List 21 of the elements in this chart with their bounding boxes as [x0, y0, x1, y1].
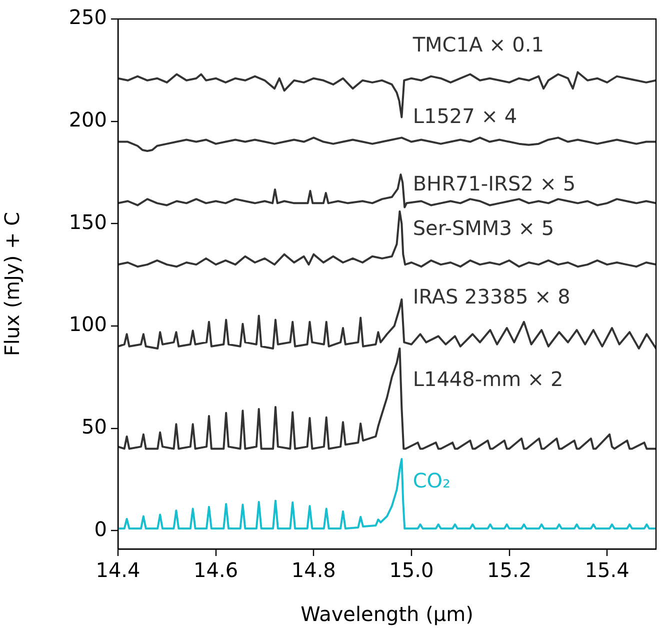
x-tick-label: 15.0 [389, 558, 434, 582]
x-axis-title: Wavelength (μm) [300, 602, 474, 626]
y-tick-label: 250 [68, 5, 107, 30]
y-axis-title: Flux (mJy) + C [0, 212, 24, 356]
y-tick-label: 200 [68, 108, 107, 132]
series-label: L1527 × 4 [412, 104, 518, 128]
series-label: IRAS 23385 × 8 [412, 284, 570, 309]
x-tick-label: 14.4 [96, 558, 140, 582]
x-tick-label: 15.2 [487, 558, 532, 582]
y-tick-label: 100 [68, 312, 107, 336]
series-label: TMC1A × 0.1 [412, 32, 544, 57]
x-tick-label: 15.4 [584, 558, 630, 582]
series-label: L1448-mm × 2 [412, 366, 564, 391]
y-tick-label: 50 [82, 414, 107, 438]
series-label: BHR71-IRS2 × 5 [412, 171, 576, 196]
x-tick-label: 14.6 [194, 558, 238, 582]
series-label: CO₂ [412, 468, 451, 493]
y-tick-label: 0 [94, 516, 107, 541]
y-tick-label: 150 [68, 210, 107, 234]
x-tick-label: 14.8 [291, 558, 336, 582]
series-label: Ser-SMM3 × 5 [412, 216, 554, 240]
